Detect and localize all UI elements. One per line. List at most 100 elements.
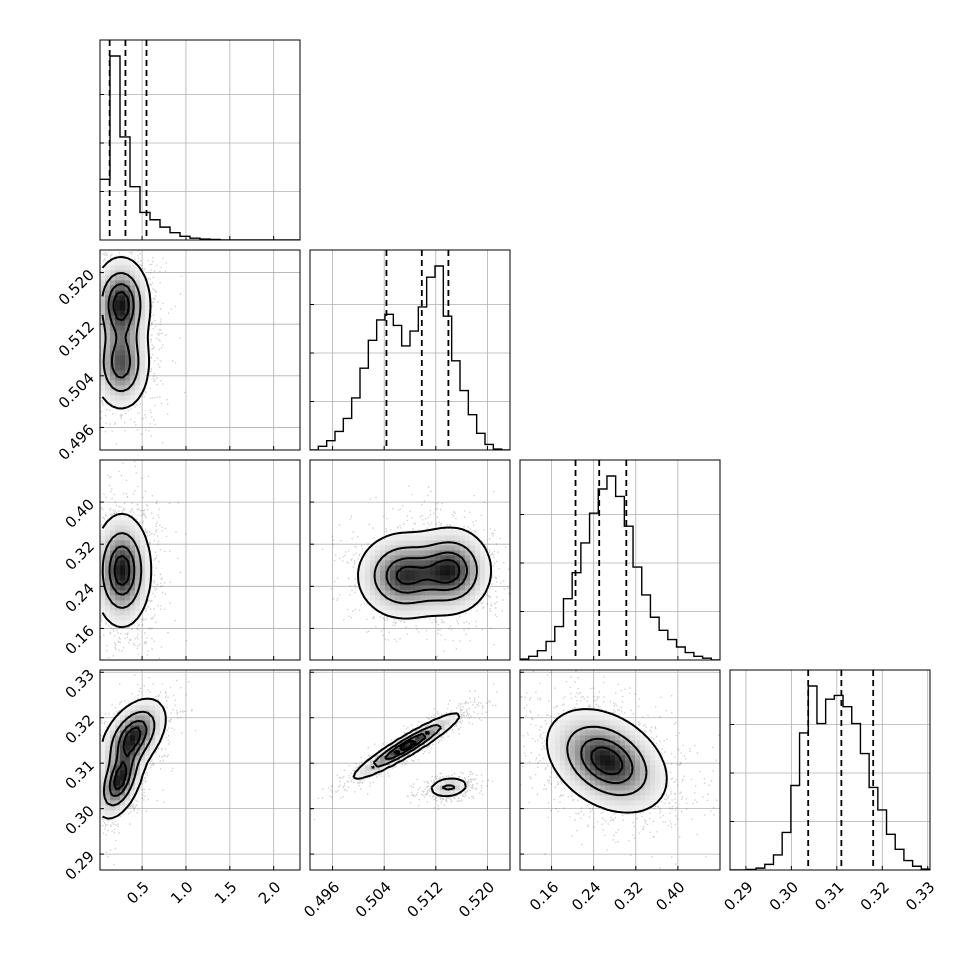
density-cell <box>145 545 151 551</box>
density-cell <box>135 570 141 576</box>
density-cell <box>385 590 391 596</box>
density-cell <box>140 540 146 546</box>
panel-frame <box>309 669 511 871</box>
density-cell <box>555 765 561 771</box>
density-cell <box>145 555 151 561</box>
density-cell <box>570 735 576 741</box>
density-cell <box>565 720 571 726</box>
density-cell <box>425 580 431 586</box>
density-cell <box>125 275 131 281</box>
density-cell <box>570 780 576 786</box>
y-tick-label: 0.33 <box>62 666 98 702</box>
density-cell <box>120 540 126 546</box>
density-cell <box>445 565 451 571</box>
density-cell <box>565 765 571 771</box>
density-cell <box>100 535 106 541</box>
density-cell <box>390 595 396 601</box>
density-cell <box>555 740 561 746</box>
density-cell <box>145 320 151 326</box>
density-cell <box>610 715 616 721</box>
density-cell <box>115 535 121 541</box>
density-cell <box>130 275 136 281</box>
density-cell <box>110 790 116 796</box>
density-cell <box>140 565 146 571</box>
density-cell <box>135 375 141 381</box>
density-cell <box>380 570 386 576</box>
density-cell <box>585 735 591 741</box>
density-cell <box>110 275 116 281</box>
density-cell <box>150 735 156 741</box>
density-cell <box>450 600 456 606</box>
density-cell <box>460 540 466 546</box>
density-cell <box>425 570 431 576</box>
density-cell <box>415 550 421 556</box>
density-cell <box>380 750 386 756</box>
density-cell <box>125 360 131 366</box>
density-cell <box>460 550 466 556</box>
density-cell <box>470 555 476 561</box>
density-cell <box>620 800 626 806</box>
density-cell <box>370 565 376 571</box>
density-cell <box>130 370 136 376</box>
density-cell <box>620 725 626 731</box>
density-cell <box>410 560 416 566</box>
contour-level-2 <box>108 719 148 797</box>
density-cell <box>105 535 111 541</box>
density-cell <box>135 730 141 736</box>
density-cell <box>365 550 371 556</box>
density-cell <box>160 720 166 726</box>
density-cell <box>120 525 126 531</box>
density-cell <box>100 295 106 301</box>
contour-level-1 <box>373 541 478 605</box>
density-cell <box>110 370 116 376</box>
density-cell <box>120 750 126 756</box>
density-cell <box>120 710 126 716</box>
density-cell <box>615 715 621 721</box>
density-cell <box>115 390 121 396</box>
density-cell <box>610 785 616 791</box>
density-cell <box>560 730 566 736</box>
density-cell <box>125 265 131 271</box>
density-cell <box>570 770 576 776</box>
density-cell <box>115 525 121 531</box>
density-cell <box>100 775 106 781</box>
scatter-panel-1-0: 0.496 0.504 0.512 0.520 <box>55 249 301 464</box>
density-cell <box>615 760 621 766</box>
density-cell <box>600 750 606 756</box>
density-cell <box>150 700 156 706</box>
density-cell <box>450 610 456 616</box>
panel-frame <box>309 249 511 451</box>
density-cell <box>655 795 661 801</box>
density-cell <box>465 540 471 546</box>
density-cell <box>115 735 121 741</box>
density-cell <box>105 775 111 781</box>
density-cell <box>605 740 611 746</box>
density-cell <box>130 335 136 341</box>
density-cell <box>110 565 116 571</box>
density-cell <box>110 590 116 596</box>
density-cell <box>100 550 106 556</box>
density-cell <box>570 760 576 766</box>
density-cell <box>110 295 116 301</box>
density-cell <box>145 295 151 301</box>
density-cell <box>135 390 141 396</box>
density-cell <box>155 720 161 726</box>
contour-level-0 <box>352 712 467 798</box>
density-cell <box>140 345 146 351</box>
contour-level-1 <box>371 723 456 791</box>
density-cell <box>610 775 616 781</box>
density-cell <box>135 395 141 401</box>
density-cell <box>655 765 661 771</box>
density-cell <box>660 785 666 791</box>
density-cell <box>110 520 116 526</box>
density-cell <box>455 780 461 786</box>
density-cell <box>445 570 451 576</box>
density-cell <box>125 545 131 551</box>
density-cell <box>385 755 391 761</box>
density-cell <box>110 525 116 531</box>
density-cell <box>155 715 161 721</box>
contour-level-2 <box>384 730 431 761</box>
density-cell <box>575 790 581 796</box>
density-cell <box>125 705 131 711</box>
density-cell <box>100 530 106 536</box>
